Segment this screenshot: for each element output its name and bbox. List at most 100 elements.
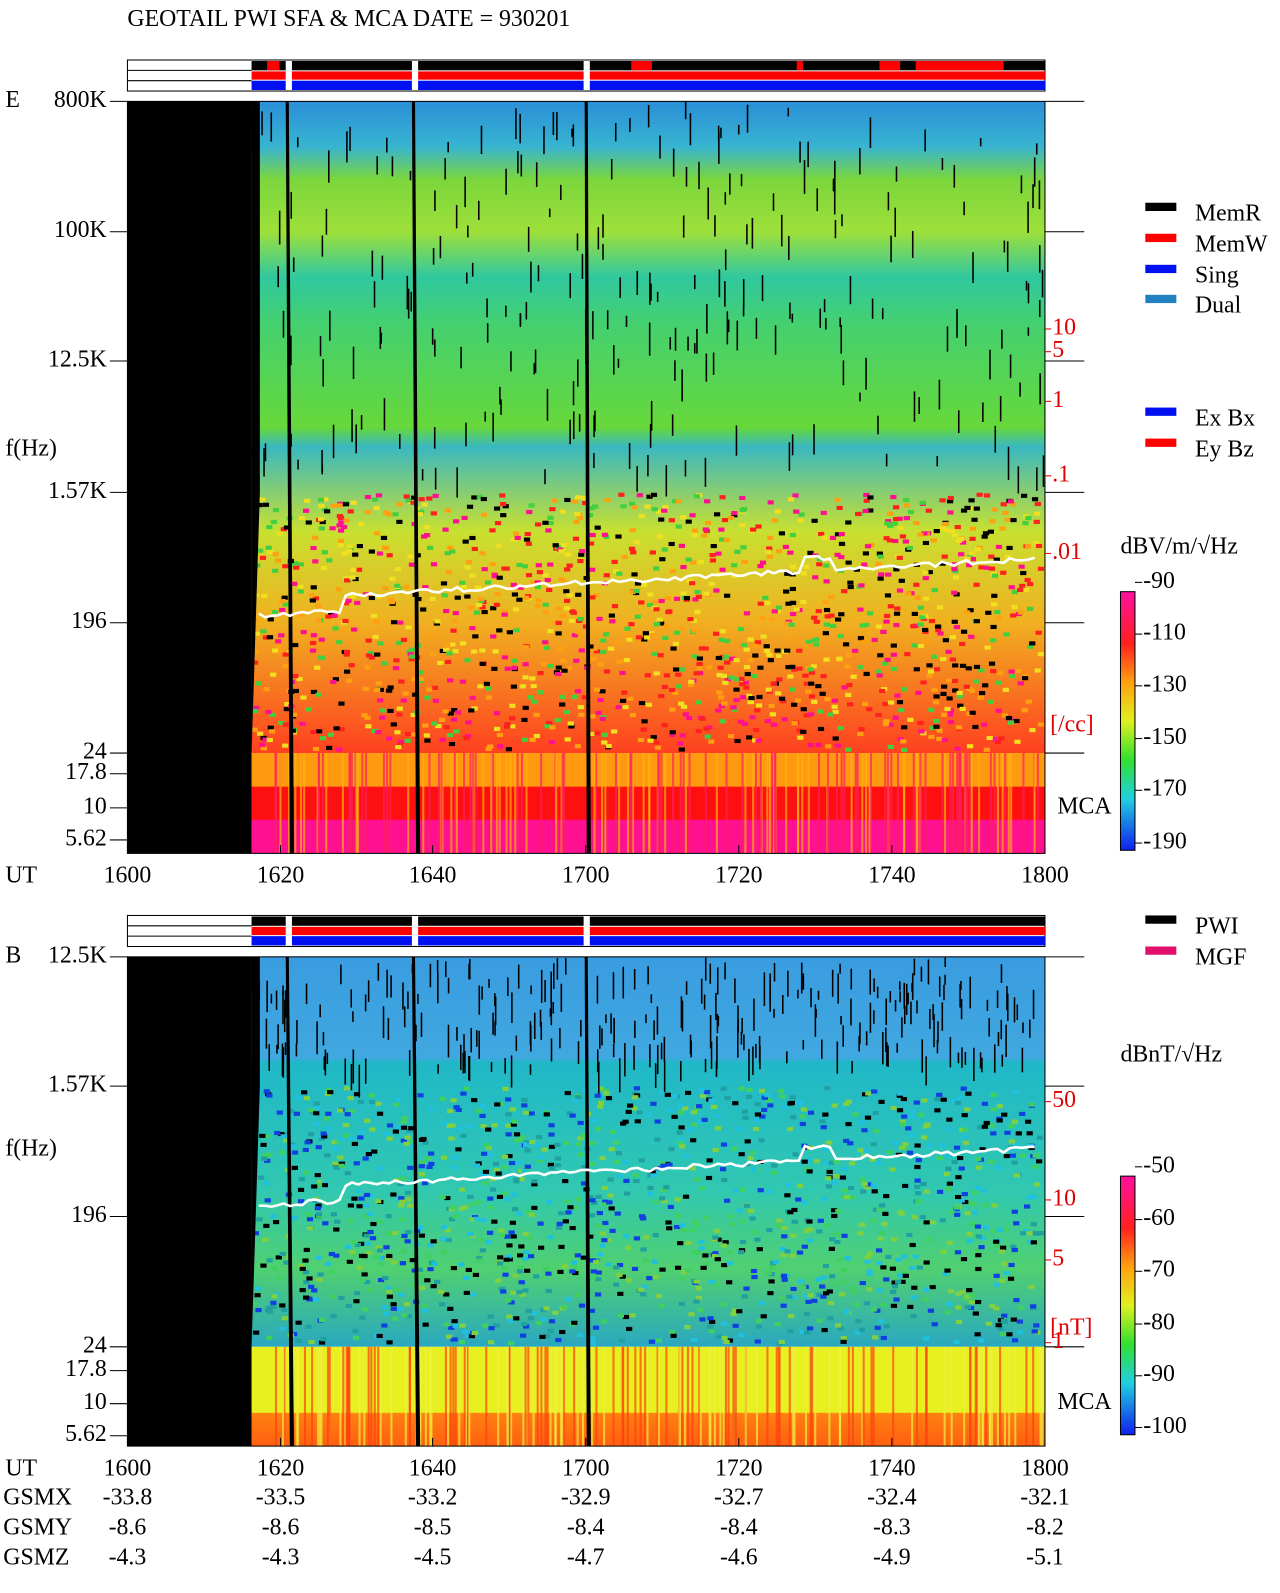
spectrogram-pixel (309, 648, 317, 653)
spectrogram-streak (1032, 989, 1035, 1020)
spectrogram-pixel (419, 1159, 426, 1165)
spectrogram-pixel (582, 500, 589, 506)
spectrogram-pixel (902, 1273, 909, 1278)
mca-streak (1032, 1346, 1035, 1447)
spectrogram-pixel (607, 646, 615, 651)
spectrogram-pixel (308, 1108, 315, 1113)
orbit-value: -4.6 (720, 1544, 758, 1570)
spectrogram-pixel (500, 502, 507, 507)
spectrogram-pixel (751, 674, 758, 679)
spectrogram-streak (380, 332, 383, 344)
spectrogram-pixel (376, 1333, 383, 1339)
spectrogram-pixel (320, 1131, 327, 1136)
spectrogram-pixel (796, 1099, 803, 1104)
spectrogram-pixel (533, 712, 540, 717)
spectrogram-pixel (701, 1117, 708, 1122)
spectrogram-pixel (479, 1248, 486, 1253)
mca-streak (508, 1346, 511, 1447)
spectrogram-streak (905, 983, 908, 1015)
spectrogram-pixel (923, 1336, 930, 1341)
spectrogram-pixel (305, 1324, 312, 1329)
mca-streak (485, 1346, 488, 1447)
spectrogram-streak (716, 1036, 718, 1069)
spectrogram-streak (680, 1061, 682, 1082)
spectrogram-pixel (757, 564, 764, 569)
spectrogram-pixel (931, 588, 938, 593)
spectrogram-pixel (1036, 1135, 1044, 1140)
spectrogram-pixel (784, 571, 791, 576)
spectrogram-pixel (603, 632, 610, 637)
spectrogram-streak (633, 1045, 635, 1070)
status-bar-gap (583, 61, 590, 90)
spectrogram-pixel (445, 570, 452, 575)
spectrogram-pixel (356, 1204, 363, 1209)
spectrogram-pixel (806, 1238, 814, 1243)
spectrogram-streak (716, 1014, 719, 1034)
spectrogram-pixel (355, 1188, 362, 1193)
spectrogram-pixel (1007, 720, 1015, 725)
spectrogram-pixel (914, 1143, 921, 1148)
spectrogram-streak (377, 963, 380, 981)
spectrogram-pixel (279, 1150, 286, 1155)
spectrogram-pixel (751, 1275, 758, 1280)
spectrogram-pixel (1001, 1319, 1009, 1324)
mca-streak (573, 1346, 576, 1447)
spectrogram-streak (842, 1025, 844, 1047)
spectrogram-streak (956, 308, 958, 338)
spectrogram-streak (276, 1044, 278, 1054)
spectrogram-pixel (987, 699, 994, 704)
spectrogram-streak (319, 1004, 321, 1018)
spectrogram-pixel (981, 1124, 988, 1129)
spectrogram-pixel (831, 1180, 838, 1186)
spectrogram-pixel (417, 1093, 424, 1098)
legend-swatch (1145, 946, 1177, 955)
spectrogram-pixel (270, 672, 277, 677)
spectrogram-pixel (780, 1252, 787, 1258)
dropout-line (285, 956, 294, 1447)
spectrogram-pixel (1030, 1240, 1037, 1245)
spectrogram-streak (525, 302, 528, 320)
spectrogram-pixel (352, 552, 359, 557)
spectrogram-streak (515, 108, 517, 140)
spectrogram-pixel (428, 1161, 435, 1166)
spectrogram-pixel (629, 528, 636, 533)
spectrogram-pixel (434, 619, 441, 624)
spectrogram-pixel (295, 1320, 302, 1325)
spectrogram-pixel (1000, 502, 1007, 507)
spectrogram-pixel (506, 1243, 513, 1248)
spectrogram-pixel (972, 724, 979, 730)
spectrogram-streak (717, 1016, 720, 1027)
spectrogram-streak (511, 992, 513, 1024)
spectrogram-pixel (601, 1185, 608, 1191)
spectrogram-pixel (975, 1247, 982, 1252)
spectrogram-pixel (509, 1220, 516, 1225)
spectrogram-pixel (535, 563, 542, 568)
spectrogram-pixel (999, 526, 1006, 531)
spectrogram-pixel (672, 641, 679, 646)
spectrogram-pixel (657, 621, 665, 626)
spectrogram-streak (1006, 986, 1008, 1011)
mca-streak (915, 1346, 918, 1447)
spectrogram-pixel (279, 599, 286, 604)
spectrogram-pixel (740, 545, 747, 550)
spectrogram-pixel (708, 1329, 715, 1334)
spectrogram-pixel (440, 581, 448, 586)
spectrogram-pixel (661, 723, 668, 728)
mca-streak (963, 1346, 966, 1447)
spectrogram-pixel (611, 559, 618, 564)
spectrogram-pixel (326, 745, 333, 750)
spectrogram-streak (972, 252, 974, 284)
spectrogram-pixel (323, 509, 331, 514)
spectrogram-pixel (338, 628, 346, 633)
spectrogram-streak (319, 336, 322, 357)
spectrogram-pixel (913, 667, 920, 672)
spectrogram-pixel (310, 729, 317, 735)
spectrogram-pixel (450, 1098, 457, 1103)
spectrogram-pixel (962, 1127, 969, 1132)
spectrogram-pixel (257, 548, 264, 553)
spectrogram-pixel (299, 1288, 306, 1293)
spectrogram-pixel (721, 1335, 728, 1340)
spectrogram-pixel (736, 1208, 743, 1213)
spectrogram-pixel (1011, 1119, 1019, 1124)
